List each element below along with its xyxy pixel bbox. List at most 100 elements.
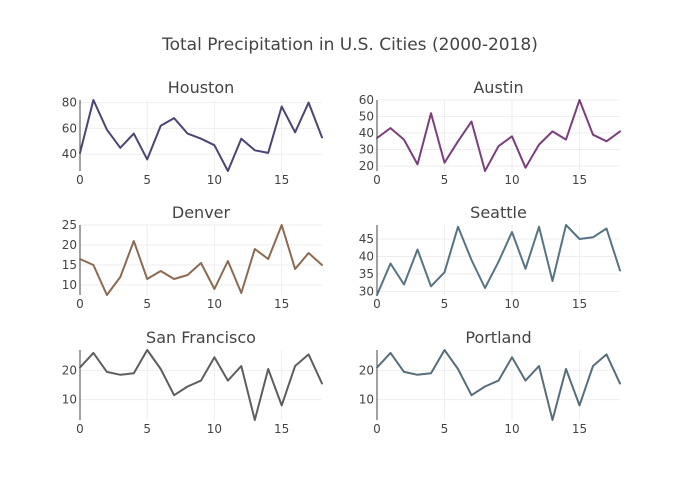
x-tick-label: 10 bbox=[207, 173, 222, 187]
series-line-san-francisco bbox=[79, 349, 323, 421]
y-tick-label: 60 bbox=[62, 121, 77, 135]
x-tick-label: 15 bbox=[274, 173, 289, 187]
data-point bbox=[240, 365, 242, 367]
data-point bbox=[133, 133, 135, 135]
data-point bbox=[471, 394, 473, 396]
data-point bbox=[227, 380, 229, 382]
data-point bbox=[187, 385, 189, 387]
data-point bbox=[592, 236, 594, 238]
data-point bbox=[619, 383, 621, 385]
x-tick-label: 10 bbox=[504, 422, 519, 436]
data-point bbox=[619, 130, 621, 132]
data-point bbox=[146, 278, 148, 280]
data-point bbox=[565, 139, 567, 141]
data-point bbox=[254, 419, 256, 421]
y-tick-label: 50 bbox=[359, 110, 374, 124]
data-point bbox=[254, 248, 256, 250]
data-point bbox=[579, 404, 581, 406]
y-tick-label: 40 bbox=[359, 250, 374, 264]
subplot-portland: Portland 10 20 0 5 10 15 bbox=[359, 328, 621, 436]
data-point bbox=[457, 226, 459, 228]
x-tick-label: 5 bbox=[143, 297, 151, 311]
data-point bbox=[267, 152, 269, 154]
x-tick-label: 0 bbox=[76, 422, 84, 436]
subplot-title: Portland bbox=[465, 328, 531, 347]
y-tick-label: 45 bbox=[359, 232, 374, 246]
data-point bbox=[173, 117, 175, 119]
data-point bbox=[552, 130, 554, 132]
x-tick-label: 10 bbox=[207, 297, 222, 311]
data-point bbox=[227, 170, 229, 172]
data-point bbox=[403, 371, 405, 373]
data-point bbox=[592, 365, 594, 367]
data-point bbox=[511, 356, 513, 358]
data-point bbox=[403, 284, 405, 286]
data-point bbox=[187, 274, 189, 276]
subplot-title: Houston bbox=[168, 78, 235, 97]
data-point bbox=[565, 368, 567, 370]
x-tick-label: 15 bbox=[572, 422, 587, 436]
y-tick-label: 10 bbox=[62, 278, 77, 292]
y-tick-label: 40 bbox=[62, 147, 77, 161]
data-point bbox=[213, 356, 215, 358]
data-point bbox=[444, 271, 446, 273]
x-tick-label: 5 bbox=[441, 173, 449, 187]
data-point bbox=[240, 138, 242, 140]
data-point bbox=[430, 372, 432, 374]
data-point bbox=[538, 365, 540, 367]
data-point bbox=[92, 264, 94, 266]
y-tick-label: 20 bbox=[359, 363, 374, 377]
data-point bbox=[106, 129, 108, 131]
x-tick-label: 0 bbox=[76, 297, 84, 311]
data-point bbox=[552, 419, 554, 421]
x-tick-label: 10 bbox=[504, 173, 519, 187]
data-point bbox=[294, 268, 296, 270]
data-point bbox=[294, 365, 296, 367]
data-point bbox=[200, 138, 202, 140]
data-point bbox=[376, 294, 378, 296]
data-point bbox=[160, 368, 162, 370]
data-point bbox=[417, 374, 419, 376]
y-tick-label: 35 bbox=[359, 267, 374, 281]
data-point bbox=[579, 238, 581, 240]
x-tick-label: 10 bbox=[207, 422, 222, 436]
y-tick-label: 30 bbox=[359, 285, 374, 299]
x-tick-label: 15 bbox=[572, 297, 587, 311]
data-point bbox=[498, 261, 500, 263]
data-point bbox=[79, 258, 81, 260]
y-tick-label: 10 bbox=[62, 393, 77, 407]
data-point bbox=[267, 368, 269, 370]
data-point bbox=[484, 170, 486, 172]
data-point bbox=[160, 270, 162, 272]
data-point bbox=[79, 367, 81, 369]
data-point bbox=[417, 249, 419, 251]
data-point bbox=[484, 385, 486, 387]
data-point bbox=[321, 264, 323, 266]
y-tick-label: 25 bbox=[62, 218, 77, 232]
x-tick-label: 15 bbox=[572, 173, 587, 187]
data-point bbox=[592, 134, 594, 136]
data-point bbox=[511, 135, 513, 137]
data-point bbox=[200, 380, 202, 382]
data-point bbox=[92, 99, 94, 101]
subplot-title: Seattle bbox=[470, 203, 527, 222]
data-point bbox=[390, 127, 392, 129]
y-tick-label: 60 bbox=[359, 93, 374, 107]
x-tick-label: 0 bbox=[373, 297, 381, 311]
subplot-title: Austin bbox=[473, 78, 523, 97]
subplot-austin: Austin 20 30 40 50 60 0 5 10 15 bbox=[359, 78, 621, 187]
data-point bbox=[525, 380, 527, 382]
data-point bbox=[403, 139, 405, 141]
data-point bbox=[538, 226, 540, 228]
data-point bbox=[119, 147, 121, 149]
x-tick-label: 0 bbox=[76, 173, 84, 187]
data-point bbox=[106, 371, 108, 373]
x-tick-label: 0 bbox=[373, 422, 381, 436]
data-point bbox=[471, 259, 473, 261]
data-point bbox=[565, 224, 567, 226]
subplot-title: Denver bbox=[172, 203, 231, 222]
data-point bbox=[267, 258, 269, 260]
data-point bbox=[457, 140, 459, 142]
y-tick-label: 30 bbox=[359, 143, 374, 157]
